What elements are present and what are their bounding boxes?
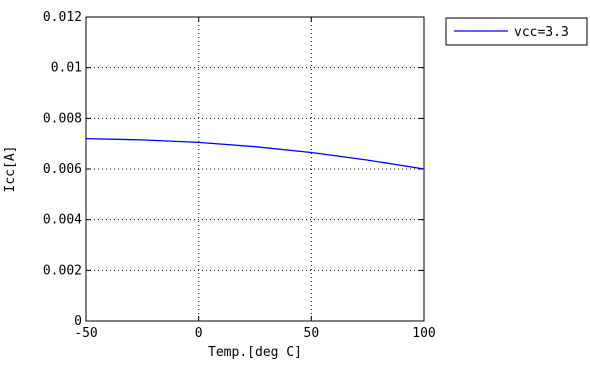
y-tick-label: 0 (74, 314, 82, 329)
x-tick-label: -50 (74, 326, 97, 341)
series-line-vcc (85, 137, 425, 170)
x-tick-label: 100 (412, 326, 435, 341)
y-tick-label: 0.006 (43, 162, 82, 177)
x-tick-label: 0 (195, 326, 203, 341)
legend: vcc=3.3 (445, 17, 588, 46)
y-tick-label: 0.004 (43, 213, 82, 228)
x-tick-label: 50 (304, 326, 320, 341)
legend-label-vcc: vcc=3.3 (514, 25, 569, 40)
y-axis-label: Icc[A] (3, 146, 18, 193)
y-tick-label: 0.008 (43, 111, 82, 126)
y-tick-label: 0.01 (51, 61, 82, 76)
x-axis-label: Temp.[deg C] (208, 345, 302, 360)
y-tick-label: 0.002 (43, 263, 82, 278)
grid-lines (86, 17, 424, 321)
series-layer (85, 137, 425, 170)
y-tick-label: 0.012 (43, 10, 82, 25)
